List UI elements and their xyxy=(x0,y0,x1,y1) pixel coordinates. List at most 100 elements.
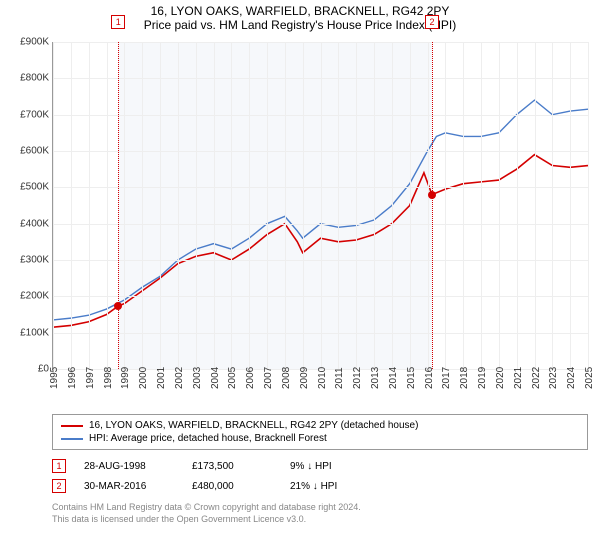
legend-item: 16, LYON OAKS, WARFIELD, BRACKNELL, RG42… xyxy=(61,419,579,432)
x-tick-label: 1997 xyxy=(85,367,96,389)
gridline-v xyxy=(285,42,286,369)
gridline-v xyxy=(249,42,250,369)
gridline-v xyxy=(356,42,357,369)
transaction-row: 1 28-AUG-1998 £173,500 9% ↓ HPI xyxy=(52,456,588,476)
y-tick-label: £300K xyxy=(5,255,53,266)
transaction-delta: 9% ↓ HPI xyxy=(290,461,332,472)
transaction-badge: 2 xyxy=(425,15,439,29)
page-subtitle: Price paid vs. HM Land Registry's House … xyxy=(0,18,600,32)
x-tick-label: 2021 xyxy=(513,367,524,389)
y-tick-label: £200K xyxy=(5,291,53,302)
x-tick-label: 2012 xyxy=(352,367,363,389)
gridline-v xyxy=(303,42,304,369)
gridline-v xyxy=(588,42,589,369)
x-tick-label: 2006 xyxy=(245,367,256,389)
x-tick-label: 2016 xyxy=(424,367,435,389)
x-tick-label: 2008 xyxy=(281,367,292,389)
x-tick-label: 2002 xyxy=(174,367,185,389)
x-tick-label: 2009 xyxy=(299,367,310,389)
event-vline xyxy=(432,42,433,369)
x-tick-label: 2005 xyxy=(227,367,238,389)
gridline-v xyxy=(107,42,108,369)
x-tick-label: 2023 xyxy=(548,367,559,389)
gridline-v xyxy=(392,42,393,369)
footer-line: Contains HM Land Registry data © Crown c… xyxy=(52,502,588,514)
y-tick-label: £700K xyxy=(5,109,53,120)
transaction-number-badge: 1 xyxy=(52,459,66,473)
x-tick-label: 2024 xyxy=(566,367,577,389)
x-tick-label: 2020 xyxy=(495,367,506,389)
gridline-v xyxy=(338,42,339,369)
gridline-v xyxy=(535,42,536,369)
legend-swatch xyxy=(61,425,83,427)
x-tick-label: 1995 xyxy=(49,367,60,389)
transaction-date: 30-MAR-2016 xyxy=(84,481,174,492)
x-tick-label: 2025 xyxy=(584,367,595,389)
legend-swatch xyxy=(61,438,83,440)
gridline-v xyxy=(428,42,429,369)
y-tick-label: £100K xyxy=(5,327,53,338)
plot-area: £0£100K£200K£300K£400K£500K£600K£700K£80… xyxy=(52,42,588,370)
title-block: 16, LYON OAKS, WARFIELD, BRACKNELL, RG42… xyxy=(0,0,600,34)
transactions-table: 1 28-AUG-1998 £173,500 9% ↓ HPI 2 30-MAR-2016… xyxy=(52,456,588,496)
event-vline xyxy=(118,42,119,369)
gridline-v xyxy=(267,42,268,369)
legend-label: HPI: Average price, detached house, Brac… xyxy=(89,433,327,444)
gridline-v xyxy=(142,42,143,369)
footer-attribution: Contains HM Land Registry data © Crown c… xyxy=(52,502,588,525)
y-tick-label: £600K xyxy=(5,146,53,157)
gridline-v xyxy=(463,42,464,369)
x-tick-label: 2004 xyxy=(210,367,221,389)
gridline-v xyxy=(214,42,215,369)
x-tick-label: 2000 xyxy=(138,367,149,389)
y-tick-label: £400K xyxy=(5,218,53,229)
legend: 16, LYON OAKS, WARFIELD, BRACKNELL, RG42… xyxy=(52,414,588,450)
gridline-v xyxy=(481,42,482,369)
transaction-badge: 1 xyxy=(111,15,125,29)
gridline-v xyxy=(89,42,90,369)
x-tick-label: 2022 xyxy=(531,367,542,389)
x-tick-label: 2013 xyxy=(370,367,381,389)
footer-line: This data is licensed under the Open Gov… xyxy=(52,514,588,526)
gridline-v xyxy=(124,42,125,369)
x-tick-label: 1999 xyxy=(120,367,131,389)
transaction-delta: 21% ↓ HPI xyxy=(290,481,337,492)
gridline-v xyxy=(445,42,446,369)
transaction-number-badge: 2 xyxy=(52,479,66,493)
gridline-v xyxy=(410,42,411,369)
gridline-v xyxy=(499,42,500,369)
gridline-v xyxy=(570,42,571,369)
gridline-v xyxy=(196,42,197,369)
x-tick-label: 1998 xyxy=(103,367,114,389)
x-tick-label: 1996 xyxy=(67,367,78,389)
x-tick-label: 2014 xyxy=(388,367,399,389)
legend-label: 16, LYON OAKS, WARFIELD, BRACKNELL, RG42… xyxy=(89,420,418,431)
legend-item: HPI: Average price, detached house, Brac… xyxy=(61,432,579,445)
transaction-price: £480,000 xyxy=(192,481,272,492)
gridline-v xyxy=(160,42,161,369)
x-tick-label: 2019 xyxy=(477,367,488,389)
gridline-v xyxy=(178,42,179,369)
y-tick-label: £0 xyxy=(5,364,53,375)
transaction-marker xyxy=(114,302,122,310)
transaction-date: 28-AUG-1998 xyxy=(84,461,174,472)
gridline-v xyxy=(374,42,375,369)
x-tick-label: 2003 xyxy=(192,367,203,389)
page-title: 16, LYON OAKS, WARFIELD, BRACKNELL, RG42… xyxy=(0,4,600,18)
y-tick-label: £500K xyxy=(5,182,53,193)
x-tick-label: 2018 xyxy=(459,367,470,389)
gridline-v xyxy=(231,42,232,369)
x-tick-label: 2007 xyxy=(263,367,274,389)
gridline-v xyxy=(321,42,322,369)
transaction-row: 2 30-MAR-2016 £480,000 21% ↓ HPI xyxy=(52,476,588,496)
chart: £0£100K£200K£300K£400K£500K£600K£700K£80… xyxy=(52,42,588,370)
gridline-v xyxy=(552,42,553,369)
gridline-v xyxy=(53,42,54,369)
x-tick-label: 2001 xyxy=(156,367,167,389)
gridline-v xyxy=(71,42,72,369)
x-tick-label: 2017 xyxy=(441,367,452,389)
y-tick-label: £900K xyxy=(5,37,53,48)
x-tick-label: 2010 xyxy=(317,367,328,389)
transaction-price: £173,500 xyxy=(192,461,272,472)
x-tick-label: 2011 xyxy=(334,367,345,389)
